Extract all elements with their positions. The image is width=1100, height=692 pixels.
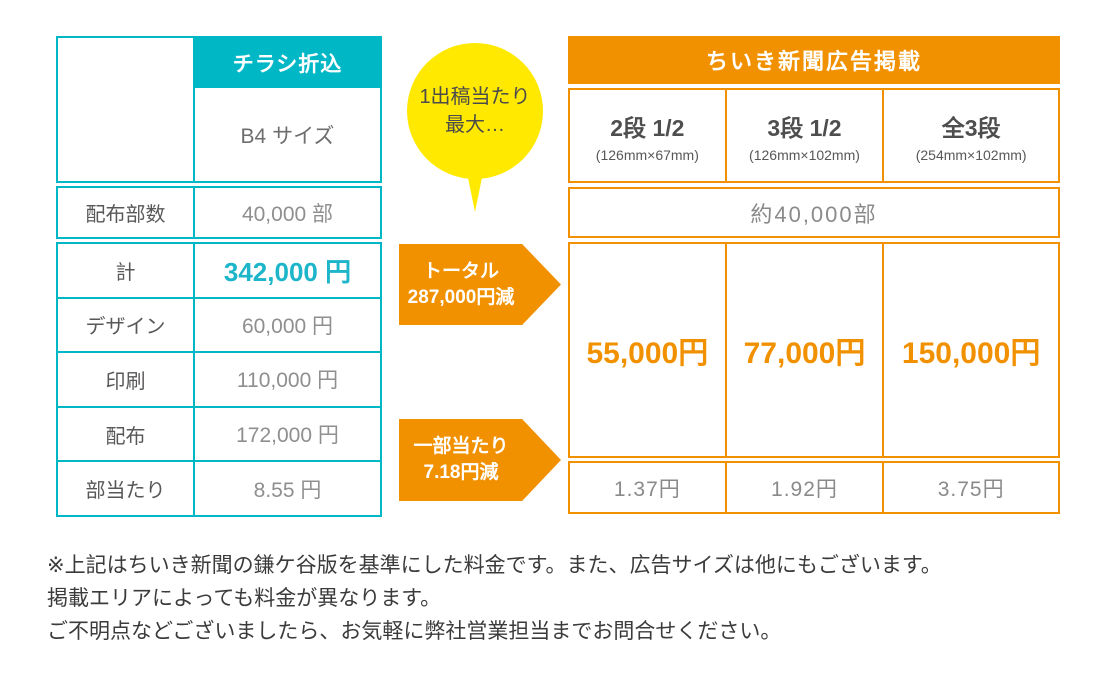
arrow-total-line1: トータル: [422, 260, 499, 282]
column-size: (254mm×102mm): [915, 146, 1027, 163]
footnote-line1: ※上記はちいき新聞の鎌ケ谷版を基準にした料金です。また、広告サイズは他にもござい…: [47, 554, 942, 577]
column-name: 2段 1/2: [610, 114, 685, 141]
flyer-percopy-label: 部当たり: [58, 462, 195, 515]
arrow-unit-line1: 一部当たり: [413, 436, 509, 457]
flyer-design-value: 60,000 円: [241, 314, 334, 338]
newspaper-price-row: 55,000円 77,000円 150,000円: [568, 242, 1060, 458]
price-zen3dan: 150,000円: [882, 244, 1058, 456]
table-row: 計 342,000 円: [58, 244, 380, 297]
flyer-size-cell: B4 サイズ: [240, 124, 335, 148]
column-size: (126mm×102mm): [749, 146, 860, 163]
table-row: デザイン 60,000 円: [58, 296, 380, 352]
column-size: (126mm×67mm): [595, 146, 699, 163]
newspaper-circulation-row: 約40,000部: [568, 187, 1060, 238]
flyer-delivery-label: 配布: [58, 407, 195, 461]
flyer-distribution-row: 配布部数 40,000 部: [56, 186, 382, 239]
price-3dan: 77,000円: [724, 244, 883, 456]
arrow-total-line2: 287,000円減: [407, 286, 515, 308]
footnotes: ※上記はちいき新聞の鎌ケ谷版を基準にした料金です。また、広告サイズは他にもござい…: [47, 549, 1062, 648]
flyer-cost-table: 計 342,000 円 デザイン 60,000 円 印刷 110,000 円 配…: [56, 242, 382, 517]
flyer-distribution-label: 配布部数: [58, 188, 195, 237]
unit-price-zen3dan: 3.75円: [882, 463, 1058, 512]
savings-arrow-total: トータル 287,000円減: [399, 244, 561, 325]
bubble-text-line2: 最大…: [445, 114, 505, 136]
speech-bubble: 1出稿当たり 最大…: [407, 43, 543, 179]
flyer-table-top: チラシ折込 B4 サイズ: [56, 36, 382, 183]
flyer-print-value: 110,000 円: [236, 369, 339, 393]
flyer-print-label: 印刷: [58, 353, 195, 406]
table-row: 配布 172,000 円: [58, 405, 380, 461]
column-name: 全3段: [941, 114, 1001, 141]
newspaper-column-headers: 2段 1/2 (126mm×67mm) 3段 1/2 (126mm×102mm)…: [568, 88, 1060, 183]
flyer-total-label: 計: [58, 244, 195, 297]
arrow-unit-line2: 7.18円減: [423, 462, 499, 483]
flyer-delivery-value: 172,000 円: [236, 424, 339, 448]
table-row: 部当たり 8.55 円: [58, 460, 380, 515]
footnote-line2: 掲載エリアによっても料金が異なります。: [47, 587, 442, 610]
flyer-total-value: 342,000 円: [223, 256, 352, 287]
footnote-line3: ご不明点などございましたら、お気軽に弊社営業担当までお問合せください。: [47, 620, 782, 643]
flyer-design-label: デザイン: [58, 298, 195, 352]
column-name: 3段 1/2: [767, 114, 842, 141]
flyer-table-title: チラシ折込: [195, 38, 380, 88]
column-header-3dan: 3段 1/2 (126mm×102mm): [724, 90, 883, 181]
unit-price-2dan: 1.37円: [613, 477, 681, 501]
bubble-text-line1: 1出稿当たり: [419, 86, 531, 108]
table-row: 印刷 110,000 円: [58, 351, 380, 406]
unit-price-3dan: 1.92円: [724, 463, 883, 512]
flyer-corner-cell: [58, 38, 195, 181]
newspaper-unit-price-row: 1.37円 1.92円 3.75円: [568, 461, 1060, 514]
column-header-2dan: 2段 1/2 (126mm×67mm): [570, 90, 725, 181]
column-header-zen3dan: 全3段 (254mm×102mm): [882, 90, 1058, 181]
savings-arrow-unit: 一部当たり 7.18円減: [399, 419, 561, 501]
flyer-percopy-value: 8.55 円: [253, 478, 322, 502]
price-2dan: 55,000円: [586, 337, 709, 370]
flyer-distribution-value: 40,000 部: [241, 202, 334, 226]
newspaper-table-title: ちいき新聞広告掲載: [568, 36, 1060, 84]
